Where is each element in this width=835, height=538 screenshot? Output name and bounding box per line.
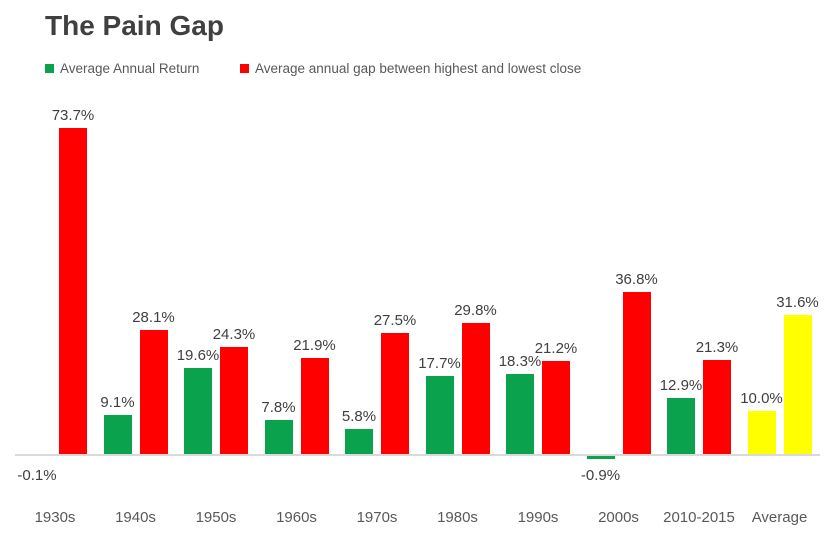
bar-return-1990s [506,373,534,455]
value-label-gap-2010-2015: 21.3% [695,339,739,357]
bar-return-1950s [184,368,212,455]
value-label-gap-1960s: 21.9% [293,336,336,354]
x-tick-label-1950s: 1950s [195,509,237,526]
value-label-return-1950s: 19.6% [176,347,220,365]
value-label-gap-2000s: 36.8% [615,270,658,288]
x-tick-label-1980s: 1980s [437,509,478,526]
x-tick-label-average: Average [751,509,808,526]
value-label-return-1940s: 9.1% [100,393,135,411]
x-tick-label-2000s: 2000s [598,509,639,526]
chart-title: The Pain Gap [45,10,224,41]
bar-gap-1990s [542,360,570,455]
bar-return-1960s [264,420,293,455]
x-axis-line [15,454,820,456]
bar-return-average [747,410,776,455]
legend-swatch-green-icon [45,63,54,73]
value-label-gap-1980s: 29.8% [454,301,497,319]
legend-label-average-annual-gap: Average annual gap between highest and l… [255,60,582,76]
value-label-return-1980s: 17.7% [418,355,461,373]
bar-return-1970s [345,429,373,455]
x-tick-label-1960s: 1960s [276,509,317,526]
x-tick-label-1930s: 1930s [34,509,76,526]
legend-item-average-annual-return: Average Annual Return [45,59,199,77]
value-label-return-2000s: -0.9% [580,467,621,484]
value-label-gap-1930s: 73.7% [51,106,95,124]
value-label-return-1930s: -0.1% [17,467,57,484]
bar-gap-1930s [59,127,87,455]
value-label-return-1990s: 18.3% [498,352,542,370]
legend-swatch-red-icon [240,63,249,73]
value-label-gap-1940s: 28.1% [132,309,175,327]
legend-item-average-annual-gap: Average annual gap between highest and l… [240,59,581,77]
bar-gap-2000s [622,291,651,455]
x-tick-label-1990s: 1990s [517,509,559,526]
value-label-gap-1990s: 21.2% [534,339,578,357]
bar-gap-2010-2015 [703,360,731,455]
x-tick-label-1970s: 1970s [356,509,398,526]
bar-gap-1940s [139,330,168,455]
value-label-gap-1970s: 27.5% [373,311,417,329]
bar-return-2000s [586,455,615,459]
value-label-return-2010-2015: 12.9% [659,376,703,394]
bar-gap-1980s [461,322,490,455]
value-label-return-average: 10.0% [740,389,783,407]
value-label-return-1970s: 5.8% [341,408,377,426]
legend-label-average-annual-return: Average Annual Return [60,60,200,76]
bar-gap-1970s [381,332,409,455]
bar-return-2010-2015 [667,397,695,455]
bar-return-1980s [425,376,454,455]
value-label-gap-average: 31.6% [776,293,819,311]
x-tick-label-2010-2015: 2010-2015 [663,509,735,526]
value-label-gap-1950s: 24.3% [212,326,256,344]
bar-return-1940s [103,414,132,455]
bar-gap-1960s [300,357,329,455]
value-label-return-1960s: 7.8% [261,399,296,417]
bar-gap-average [783,314,812,455]
bar-gap-1950s [220,347,248,455]
x-tick-label-1940s: 1940s [115,509,156,526]
